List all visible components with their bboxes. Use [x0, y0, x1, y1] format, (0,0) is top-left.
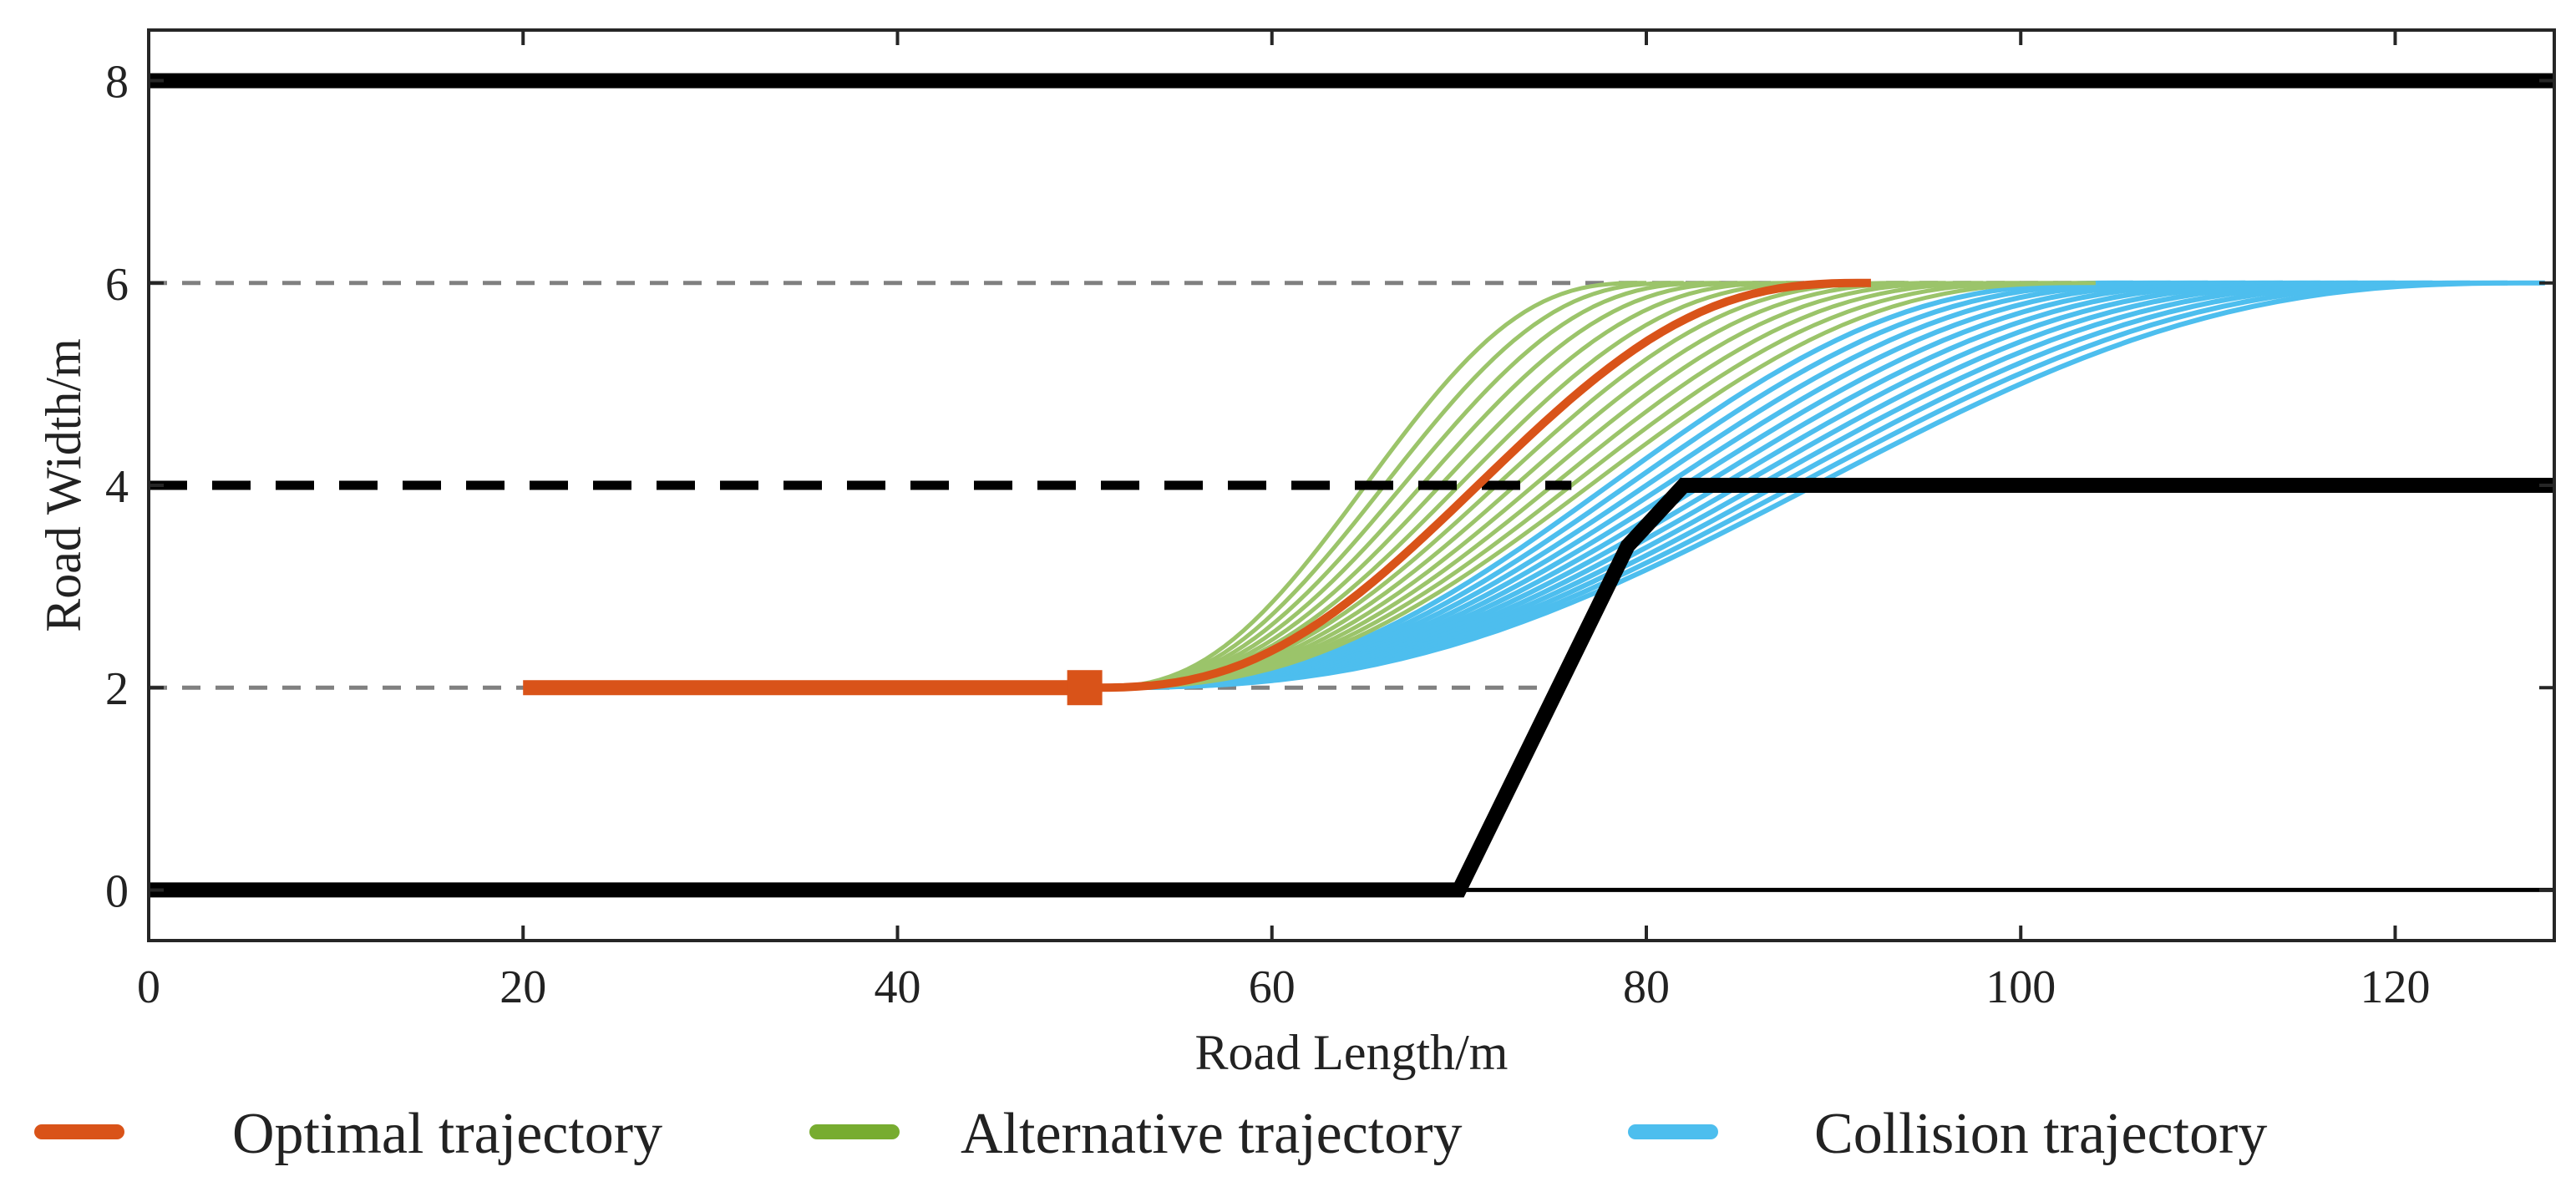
optimal-trajectory-curve — [1084, 278, 1871, 692]
legend-entry-optimal: Optimal trajectory — [34, 1102, 662, 1166]
x-tick-label: 40 — [874, 961, 920, 1013]
y-tick-label: 2 — [105, 663, 129, 715]
legend: Optimal trajectory Alternative trajector… — [34, 1102, 2267, 1166]
alternative-trajectory — [1084, 281, 2096, 690]
road-boundary-solid — [149, 478, 2554, 898]
y-tick-label: 4 — [105, 461, 129, 513]
x-tick-label: 80 — [1623, 961, 1670, 1013]
x-axis-label: Road Length/m — [1195, 1025, 1509, 1080]
legend-label-optimal: Optimal trajectory — [232, 1102, 662, 1166]
legend-label-collision: Collision trajectory — [1814, 1102, 2267, 1166]
x-tick-label: 20 — [499, 961, 546, 1013]
y-tick-label: 0 — [105, 865, 129, 917]
start-marker — [1067, 670, 1103, 706]
legend-label-alternative: Alternative trajectory — [961, 1102, 1463, 1166]
legend-entry-collision: Collision trajectory — [1628, 1102, 2267, 1166]
x-tick-label: 60 — [1249, 961, 1296, 1013]
y-tick-label: 8 — [105, 57, 129, 109]
x-tick-label: 100 — [1985, 961, 2056, 1013]
x-tick-label: 120 — [2360, 961, 2430, 1013]
legend-entry-alternative: Alternative trajectory — [809, 1102, 1463, 1166]
axes: Road Length/m Road Width/m 0 20 40 60 80 100 1… — [36, 30, 2554, 1080]
y-tick-label: 6 — [105, 259, 129, 311]
optimal-trajectory-group — [523, 278, 1871, 706]
x-tick-label: 0 — [137, 961, 160, 1013]
y-axis-label: Road Width/m — [36, 338, 91, 632]
road-boundaries — [149, 73, 2554, 898]
